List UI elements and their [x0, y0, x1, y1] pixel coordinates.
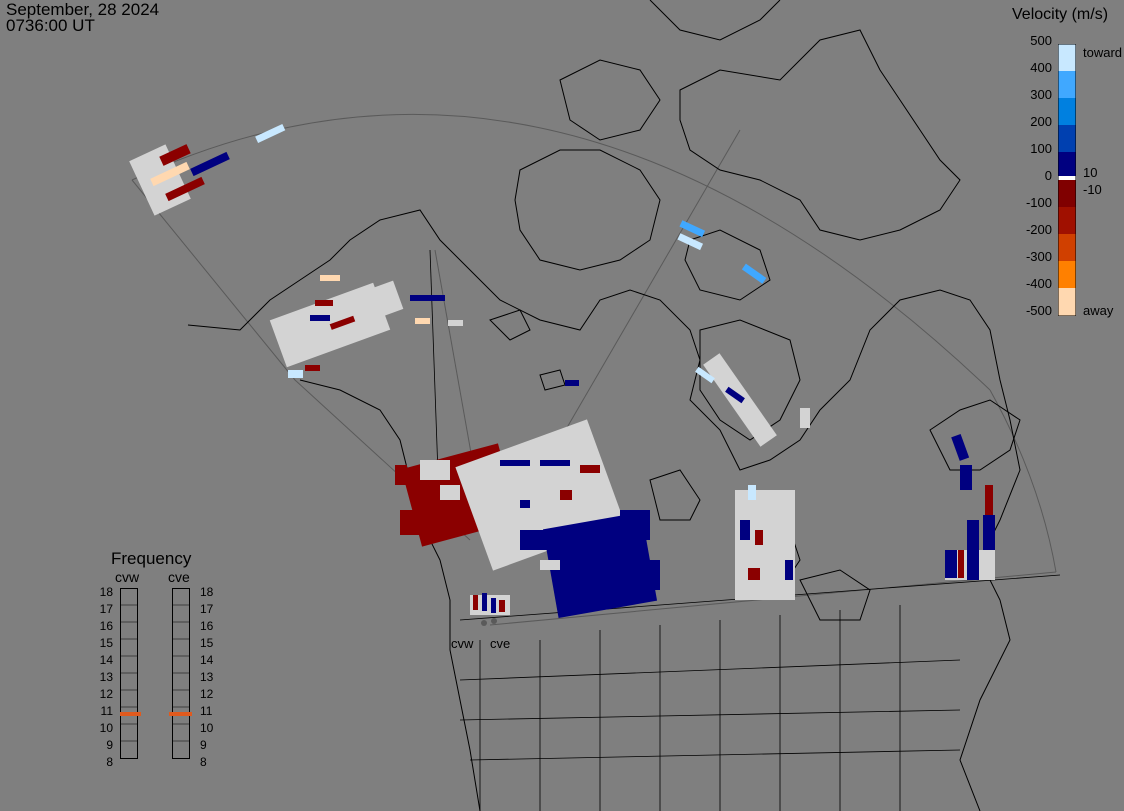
frequency-tick: 12 [99, 687, 113, 701]
frequency-tick: 14 [200, 653, 214, 667]
fov-outer-arc-east [989, 389, 1057, 573]
frequency-tick: 10 [99, 721, 113, 735]
frequency-tick: 14 [99, 653, 113, 667]
echo-region-east [945, 434, 995, 580]
frequency-tick: 9 [200, 738, 207, 752]
echo-region-hudson [565, 220, 767, 386]
coastlines [187, 0, 1021, 811]
frequency-radar-label-cvw: cvw [115, 569, 140, 585]
frequency-tick: 9 [106, 738, 113, 752]
frequency-tick: 18 [200, 585, 214, 599]
velocity-tick: -400 [1025, 276, 1052, 291]
velocity-tick: 400 [1030, 60, 1052, 75]
frequency-marker-cve [169, 712, 192, 716]
frequency-tick: 10 [200, 721, 214, 735]
frequency-tick: 11 [100, 704, 113, 718]
velocity-tick: 500 [1030, 33, 1052, 48]
frequency-tick: 15 [200, 636, 214, 650]
away-label: away [1083, 303, 1114, 318]
toward-label: toward [1083, 45, 1123, 60]
frequency-tick: 8 [200, 755, 207, 769]
echo-region-radar-site [470, 593, 510, 626]
negative-threshold-label: -10 [1083, 182, 1102, 197]
frequency-tick: 16 [200, 619, 214, 633]
frequency-title: Frequency [111, 549, 192, 568]
echo-region-alaska [269, 275, 463, 378]
velocity-tick: -100 [1025, 195, 1052, 210]
velocity-tick: 200 [1030, 114, 1052, 129]
frequency-tick: 17 [99, 602, 113, 616]
time-label: 0736:00 UT [6, 16, 95, 35]
frequency-tick: 16 [99, 619, 113, 633]
radar-site-label-cve: cve [490, 636, 511, 651]
frequency-bar-cvw [120, 588, 138, 759]
echo-region-alaska-west [129, 123, 286, 216]
frequency-tick: 12 [200, 687, 214, 701]
velocity-tick: 100 [1030, 141, 1052, 156]
frequency-tick: 18 [99, 585, 113, 599]
echo-region-ontario [695, 353, 810, 600]
velocity-colorbar [1058, 44, 1076, 316]
frequency-tick: 15 [99, 636, 113, 650]
velocity-tick: -200 [1025, 222, 1052, 237]
frequency-tick: 11 [200, 704, 213, 718]
velocity-tick: -500 [1025, 303, 1052, 318]
frequency-tick: 17 [200, 602, 214, 616]
velocity-tick: -300 [1025, 249, 1052, 264]
echo-region-prairie-blue [520, 510, 660, 618]
fov-outer-arc [131, 114, 991, 391]
frequency-bar-cve [172, 588, 190, 759]
positive-threshold-label: 10 [1083, 165, 1098, 180]
radar-site-label-cvw: cvw [451, 636, 474, 651]
velocity-tick: 300 [1030, 87, 1052, 102]
velocity-scale-title: Velocity (m/s) [1012, 6, 1109, 23]
frequency-marker-cvw [120, 712, 141, 716]
frequency-tick: 13 [99, 670, 113, 684]
velocity-tick: 0 [1044, 168, 1052, 183]
date-label: September, 28 2024 [6, 0, 160, 19]
frequency-tick: 8 [106, 755, 113, 769]
frequency-radar-label-cve: cve [168, 569, 190, 585]
frequency-bars [120, 588, 192, 759]
frequency-tick: 13 [200, 670, 214, 684]
